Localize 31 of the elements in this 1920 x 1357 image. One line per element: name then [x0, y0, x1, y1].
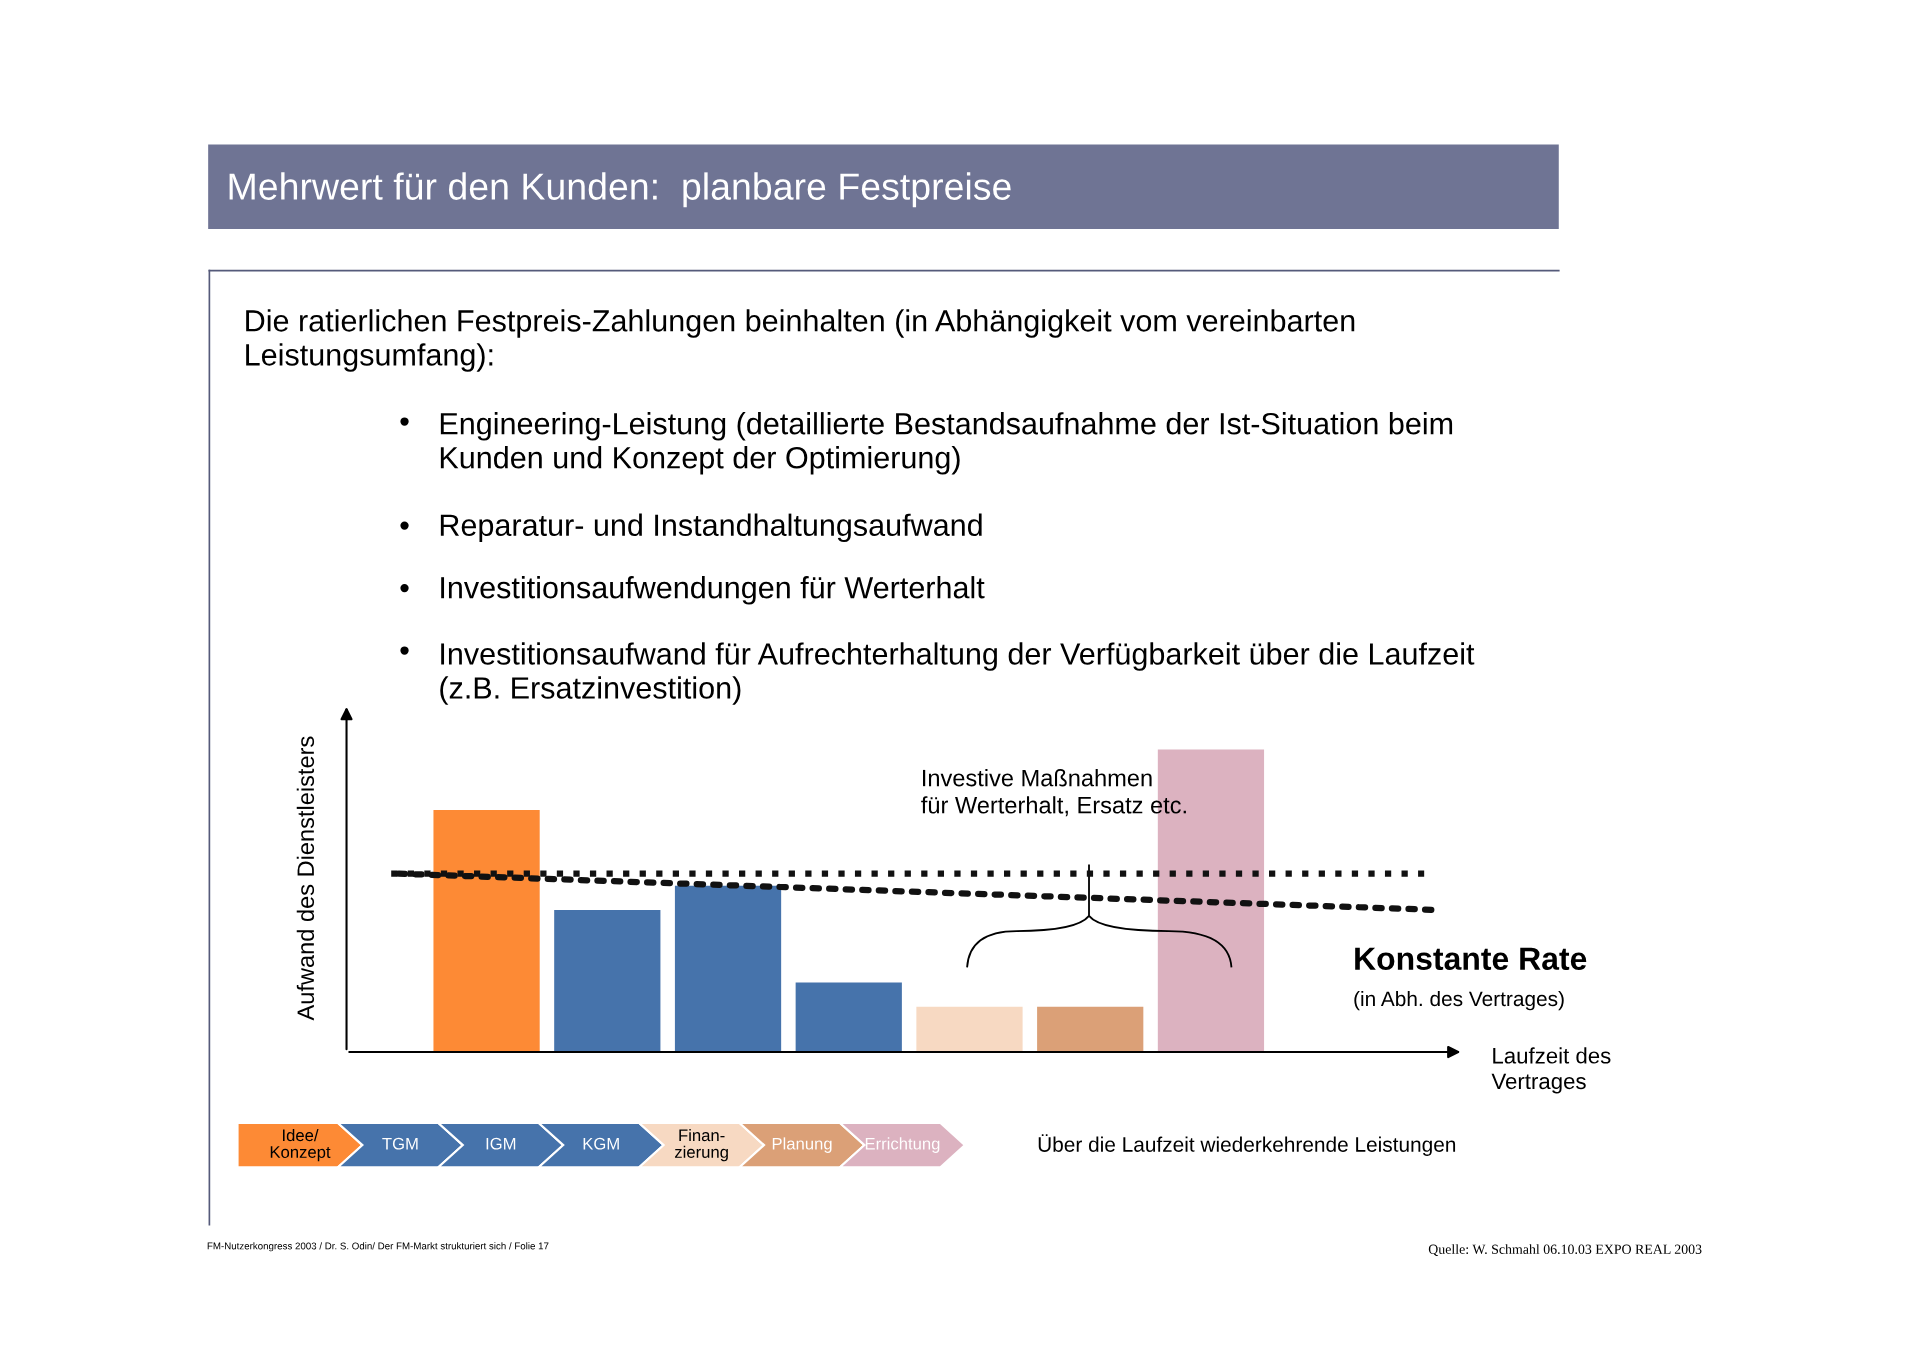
text: Die ratierlichen Festpreis-Zahlungen beinhalten (in Abhängigkeit vom vereinbarten Leistungsumfang):	[246, 309, 1355, 372]
text: Engineering-Leistung (detaillierte Bestandsaufnahme der Ist-Situation beim Kunden und Konzept der Optimierung)	[440, 412, 1453, 475]
text: FM-Nutzerkongress 2003 / Dr. S. Odin/ Der FM-Markt strukturiert sich / Folie 17	[207, 1242, 549, 1252]
text: KGM	[583, 1137, 619, 1150]
text: Investitionsaufwand für Aufrechterhaltung der Verfügbarkeit über die Laufzeit (z.B. Ersatzinvestition)	[440, 642, 1475, 705]
text: Investitionsaufwendungen für Werterhalt	[441, 576, 985, 605]
text: Finan- zierung	[674, 1128, 728, 1162]
chart-title: Mehrwert für den Kunden: planbare Festpreise	[229, 172, 1011, 208]
y-axis-title: Aufwand des Dienstleisters	[296, 736, 315, 1021]
annotation: Investive Maßnahmen für Werterhalt, Ersatz etc.	[921, 769, 1186, 817]
ref-line-label: Konstante Rate	[1355, 947, 1587, 970]
text: Errichtung	[865, 1137, 940, 1153]
text: •	[400, 417, 409, 426]
bar	[795, 982, 902, 1053]
bar	[433, 810, 540, 1053]
text: (in Abh. des Vertrages)	[1354, 990, 1564, 1011]
text: Idee/ Konzept	[270, 1128, 331, 1162]
text: •	[400, 583, 409, 593]
text: •	[400, 646, 409, 655]
text: TGM	[382, 1137, 418, 1150]
text: •	[400, 521, 409, 530]
text: Reparatur- und Instandhaltungsaufwand	[440, 513, 982, 543]
source-note: Quelle: W. Schmahl 06.10.03 EXPO REAL 2003	[1428, 1244, 1702, 1257]
bar	[554, 909, 661, 1053]
bar	[1037, 1006, 1144, 1053]
text: Laufzeit des Vertrages	[1491, 1047, 1611, 1094]
bar	[674, 885, 782, 1053]
text: Planung	[772, 1137, 832, 1153]
text: IGM	[486, 1137, 516, 1150]
bar	[916, 1006, 1023, 1053]
text: Über die Laufzeit wiederkehrende Leistungen	[1038, 1134, 1456, 1156]
